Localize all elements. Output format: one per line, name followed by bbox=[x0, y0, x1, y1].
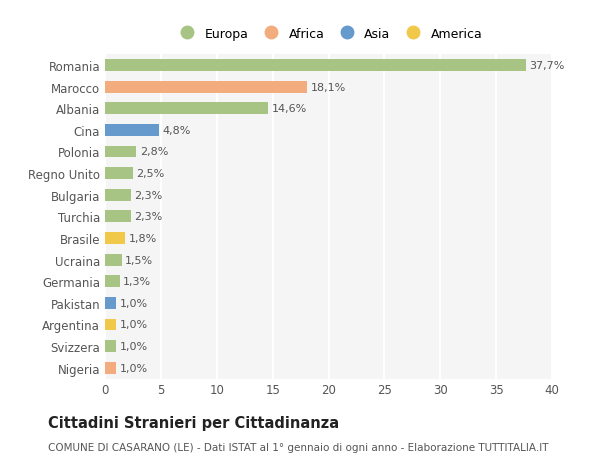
Bar bbox=[105, 103, 268, 115]
Text: 1,0%: 1,0% bbox=[119, 341, 148, 351]
Bar bbox=[105, 168, 133, 179]
Text: 1,0%: 1,0% bbox=[119, 298, 148, 308]
Text: 4,8%: 4,8% bbox=[162, 126, 190, 135]
Text: 2,3%: 2,3% bbox=[134, 190, 163, 200]
Text: 18,1%: 18,1% bbox=[311, 83, 346, 92]
Text: 2,8%: 2,8% bbox=[140, 147, 168, 157]
Bar bbox=[105, 319, 116, 330]
Bar bbox=[105, 146, 136, 158]
Bar bbox=[105, 276, 119, 287]
Text: 37,7%: 37,7% bbox=[530, 61, 565, 71]
Bar bbox=[105, 254, 122, 266]
Text: Cittadini Stranieri per Cittadinanza: Cittadini Stranieri per Cittadinanza bbox=[48, 415, 339, 431]
Text: 1,3%: 1,3% bbox=[123, 277, 151, 286]
Bar bbox=[105, 211, 131, 223]
Bar bbox=[105, 190, 131, 201]
Bar bbox=[105, 125, 158, 136]
Text: 2,3%: 2,3% bbox=[134, 212, 163, 222]
Text: 1,0%: 1,0% bbox=[119, 320, 148, 330]
Text: 2,5%: 2,5% bbox=[136, 169, 164, 179]
Text: COMUNE DI CASARANO (LE) - Dati ISTAT al 1° gennaio di ogni anno - Elaborazione T: COMUNE DI CASARANO (LE) - Dati ISTAT al … bbox=[48, 442, 548, 452]
Text: 1,8%: 1,8% bbox=[128, 234, 157, 243]
Bar bbox=[105, 341, 116, 352]
Text: 1,5%: 1,5% bbox=[125, 255, 153, 265]
Legend: Europa, Africa, Asia, America: Europa, Africa, Asia, America bbox=[170, 22, 487, 45]
Text: 1,0%: 1,0% bbox=[119, 363, 148, 373]
Bar bbox=[105, 233, 125, 244]
Bar bbox=[105, 362, 116, 374]
Bar bbox=[105, 297, 116, 309]
Bar bbox=[105, 60, 526, 72]
Bar bbox=[105, 82, 307, 93]
Text: 14,6%: 14,6% bbox=[272, 104, 307, 114]
